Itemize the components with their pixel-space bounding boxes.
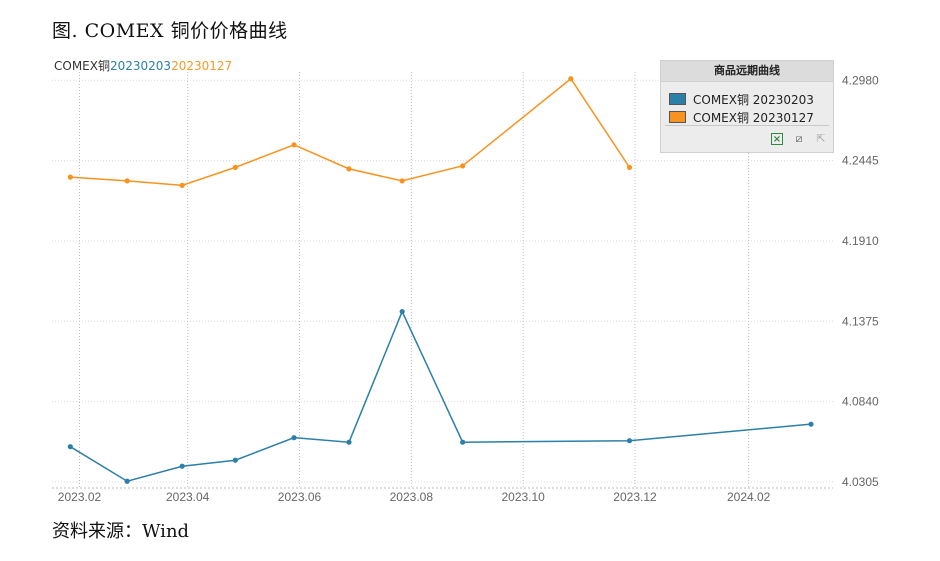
expand-icon[interactable]: ⇱: [816, 132, 826, 145]
series-1-point: [808, 421, 814, 427]
legend-toolbar: × ⧄ ⇱: [771, 133, 827, 145]
x-tick-label: 2023.02: [58, 490, 102, 504]
series-1-point: [179, 463, 185, 469]
y-tick-label: 4.2980: [842, 73, 879, 87]
y-tick-label: 4.0840: [842, 395, 879, 409]
series-2-point: [460, 163, 466, 169]
series-1-point: [399, 308, 405, 315]
x-tick-label: 2023.10: [501, 490, 545, 504]
subtitle-series-1: 20230203: [109, 59, 172, 73]
chart-subtitle: COMEX铜2023020320230127: [54, 57, 232, 74]
legend-divider: [665, 125, 829, 126]
legend-item-20230127[interactable]: COMEX铜 20230127: [669, 110, 814, 125]
series-line-1: [69, 309, 812, 483]
series-2-point: [67, 174, 73, 180]
series-1-point: [460, 439, 466, 445]
legend-label: COMEX铜 20230203: [693, 92, 814, 107]
x-tick-label: 2023.04: [166, 490, 210, 504]
subtitle-prefix: COMEX铜: [54, 59, 110, 73]
y-tick-label: 4.1910: [842, 234, 879, 248]
series-1-point: [626, 438, 633, 444]
subtitle-series-2: 20230127: [171, 59, 233, 73]
legend-swatch-orange: [669, 111, 686, 123]
series-1-point: [346, 439, 352, 445]
legend-swatch-blue: [669, 93, 686, 105]
source-note: 资料来源：Wind: [52, 521, 190, 542]
series-2-point: [626, 164, 633, 170]
excel-icon[interactable]: ×: [771, 133, 783, 145]
y-tick-label: 4.1375: [842, 314, 879, 328]
x-tick-label: 2023.08: [390, 490, 434, 504]
legend-label: COMEX铜 20230127: [693, 110, 814, 125]
series-2-point: [124, 178, 130, 184]
series-2-point: [399, 178, 405, 184]
y-tick-label: 4.2445: [842, 154, 879, 168]
series-1-point: [232, 457, 238, 463]
series-line-2: [70, 77, 631, 187]
x-tick-label: 2024.02: [727, 490, 771, 504]
legend-item-20230203[interactable]: COMEX铜 20230203: [669, 92, 814, 107]
series-2-point: [179, 182, 185, 188]
legend-panel: 商品远期曲线 COMEX铜 20230203 COMEX铜 20230127 ×…: [660, 60, 834, 153]
figure-title: 图. COMEX 铜价价格曲线: [52, 20, 288, 42]
legend-title: 商品远期曲线: [661, 61, 833, 82]
x-tick-label: 2023.12: [613, 490, 657, 504]
series-2-point: [568, 76, 574, 82]
series-1-point: [124, 478, 130, 484]
crop-icon[interactable]: ⧄: [795, 132, 803, 145]
y-tick-label: 4.0305: [842, 475, 879, 489]
series-2-point: [346, 166, 352, 172]
x-tick-label: 2023.06: [278, 490, 322, 504]
series-1-point: [291, 435, 297, 441]
series-1-point: [67, 444, 73, 450]
series-2-point: [232, 164, 238, 170]
series-2-point: [291, 142, 297, 148]
